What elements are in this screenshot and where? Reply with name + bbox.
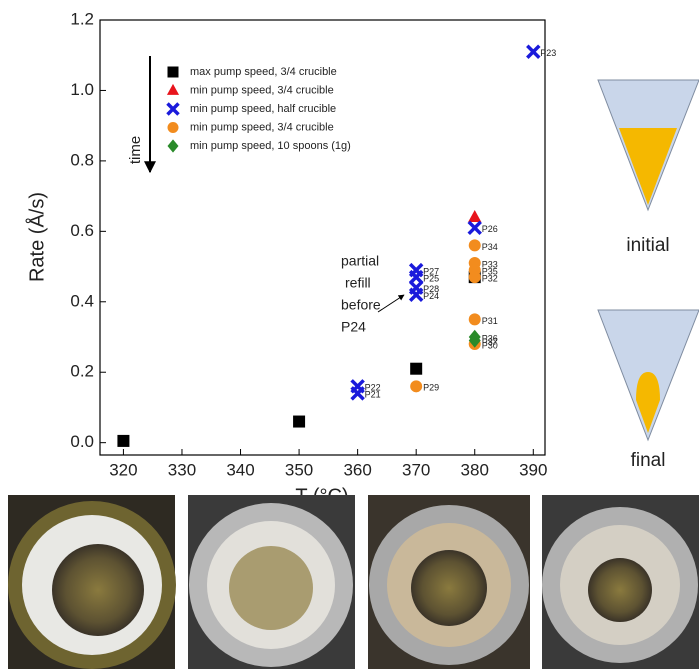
crucible-diagram [597, 79, 699, 442]
data-point [468, 210, 482, 223]
diagram-label: final [631, 450, 666, 471]
refill-arrow [377, 294, 405, 313]
legend-label: max pump speed, 3/4 crucible [190, 66, 337, 78]
x-tick-label: 330 [168, 460, 196, 479]
point-label: P34 [482, 242, 498, 252]
x-tick-label: 350 [285, 460, 313, 479]
point-label: P23 [540, 48, 556, 58]
point-label: P36 [482, 333, 498, 343]
plot-frame [99, 19, 546, 456]
point-label: P26 [482, 224, 498, 234]
y-tick-label: 0.8 [70, 150, 94, 169]
data-point [468, 239, 481, 252]
data-point [293, 415, 306, 428]
point-label: P33 [482, 259, 498, 269]
data-point [410, 362, 423, 375]
point-label: P32 [482, 274, 498, 284]
point-label: P28 [423, 284, 439, 294]
y-tick-label: 0.4 [70, 291, 94, 310]
legend-label: min pump speed, 10 spoons (1g) [190, 140, 351, 152]
data-point [467, 220, 482, 236]
refill-annotation: partial [341, 253, 379, 269]
legend-label: min pump speed, half crucible [190, 103, 336, 115]
data-point [468, 313, 481, 326]
photos [8, 495, 699, 669]
y-tick-label: 0.6 [70, 221, 94, 240]
refill-annotation: refill [345, 275, 371, 291]
diagram-label: initial [626, 235, 669, 256]
point-label: P35 [482, 266, 498, 276]
y-tick-label: 1.2 [70, 9, 94, 28]
refill-annotation: before [341, 297, 381, 313]
data-point [468, 333, 481, 348]
data-point [410, 380, 423, 393]
point-label: P29 [423, 383, 439, 393]
legend-marker [167, 122, 179, 133]
refill-annotation: P24 [341, 319, 366, 335]
point-label: P24 [423, 291, 439, 301]
point-label: P27 [423, 266, 439, 276]
point-label: P37 [482, 337, 498, 347]
legend-marker [166, 102, 180, 116]
legend-marker [167, 66, 179, 78]
x-tick-label: 360 [343, 460, 371, 479]
point-label: P25 [423, 274, 439, 284]
data-point [350, 379, 365, 394]
x-tick-label: 380 [461, 460, 489, 479]
x-tick-label: 340 [226, 460, 254, 479]
y-tick-label: 0.2 [70, 362, 94, 381]
y-tick-label: 0.0 [70, 432, 94, 451]
data-point [408, 262, 424, 278]
x-tick-label: 320 [109, 460, 137, 479]
x-tick-label: 370 [402, 460, 430, 479]
legend-marker [167, 139, 179, 153]
point-label: P21 [365, 390, 381, 400]
time-annotation: time [127, 136, 144, 164]
data-point [468, 271, 481, 284]
point-label: P22 [365, 383, 381, 393]
y-tick-label: 1.0 [70, 80, 94, 99]
x-tick-label: 390 [519, 460, 547, 479]
legend-label: min pump speed, 3/4 crucible [190, 84, 334, 96]
legend-marker [166, 83, 180, 95]
point-label: P31 [482, 316, 498, 326]
data-point [526, 44, 541, 59]
data-point [408, 280, 424, 295]
legend-label: min pump speed, 3/4 crucible [190, 121, 334, 133]
y-axis-label: Rate (Å/s) [25, 192, 48, 282]
point-label: P30 [482, 340, 498, 350]
data-point [117, 434, 130, 447]
